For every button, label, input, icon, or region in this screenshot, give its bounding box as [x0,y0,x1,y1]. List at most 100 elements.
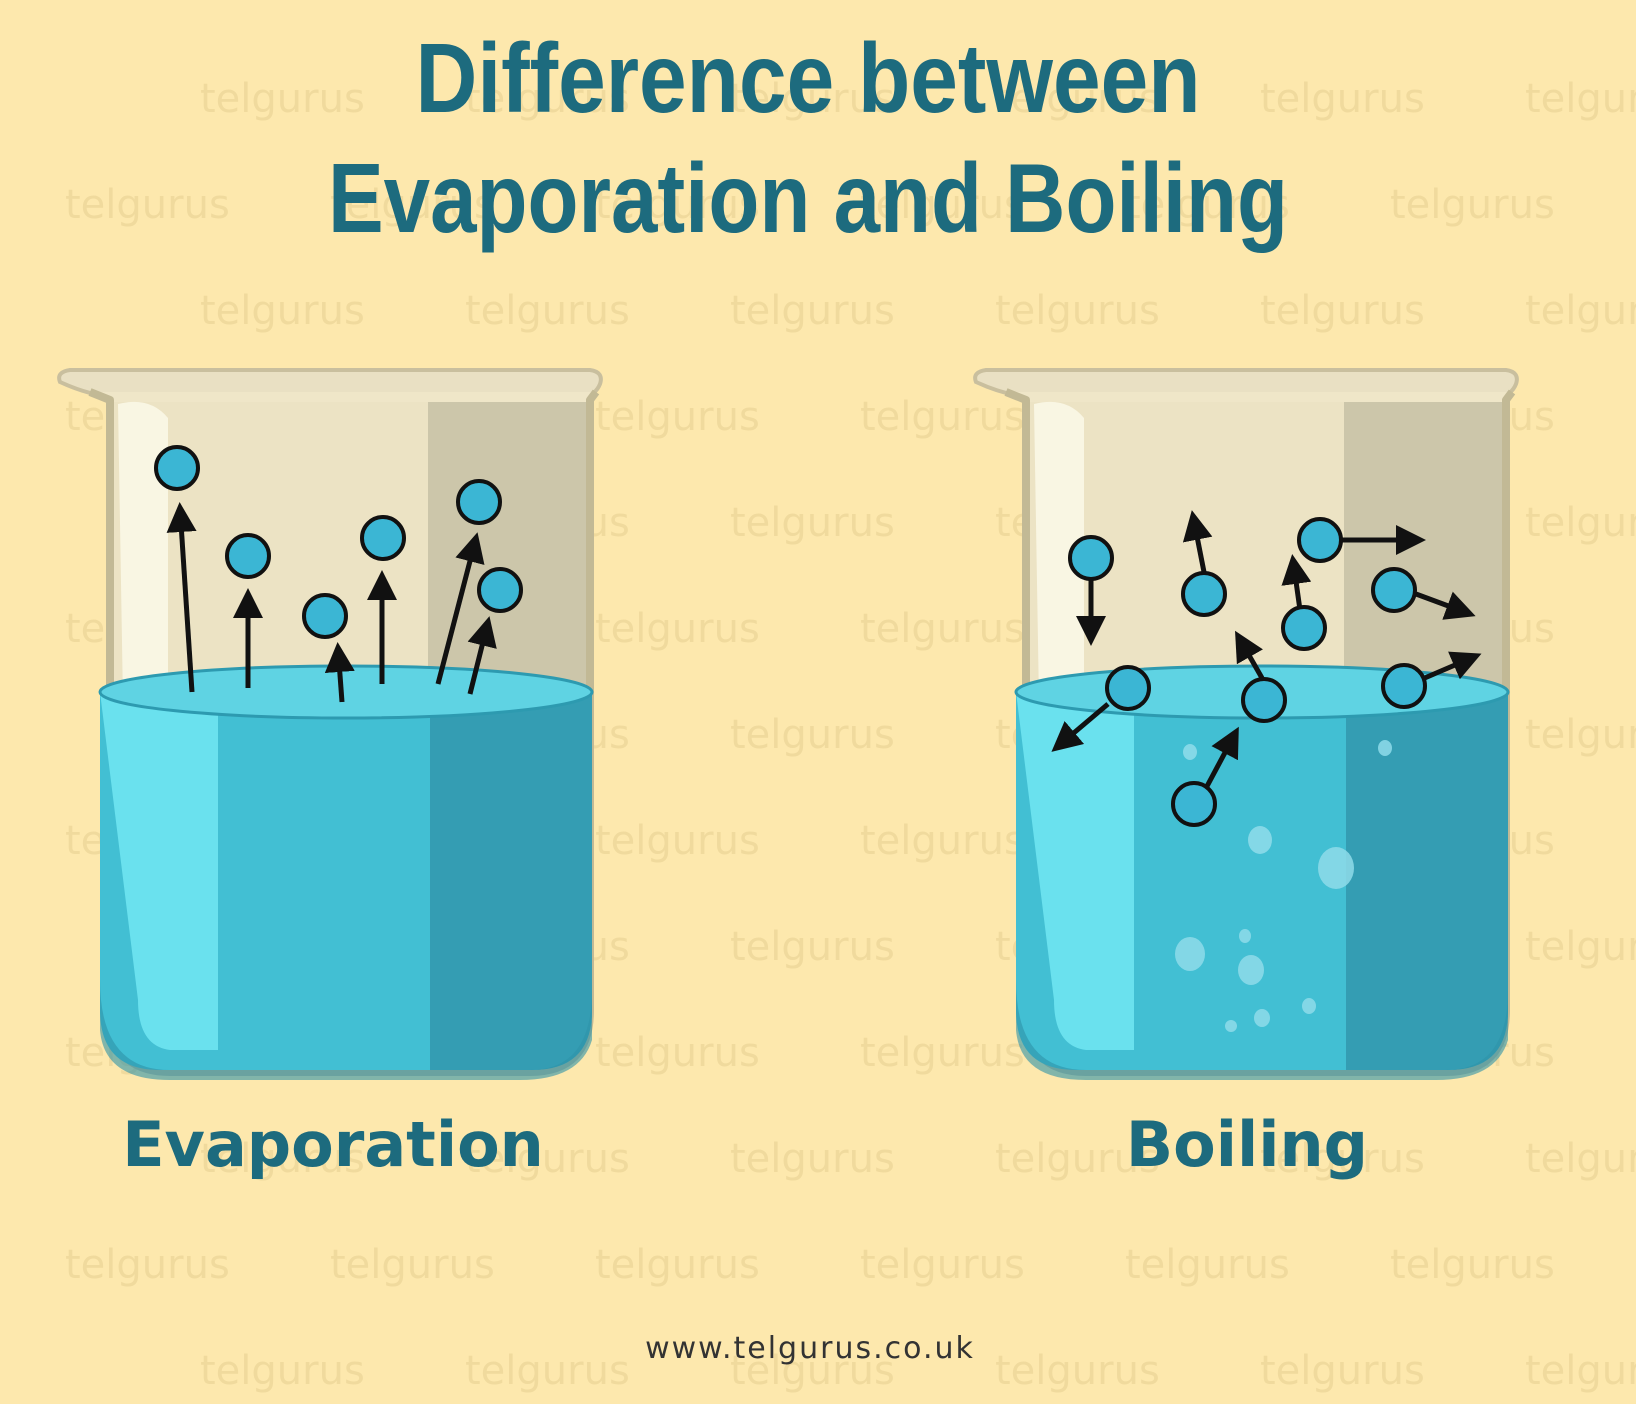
watermark-text: telgurus [1525,1348,1636,1394]
evap-particle-6 [477,567,523,613]
watermark-text: telgurus [860,1242,1025,1288]
boil-arrow-6 [1235,630,1265,680]
watermark-text: telgurus [995,76,1160,122]
evap-arrow-5 [435,532,485,685]
boiling-label: Boiling [1126,1108,1368,1181]
watermark-text: telgurus [1525,76,1636,122]
watermark-text: telgurus [860,182,1025,228]
watermark-text: telgurus [200,1136,365,1182]
evaporation-beaker [59,370,601,1080]
boiling-beaker [975,370,1517,1080]
evaporation-water-surface [98,664,594,720]
watermark-text: telgurus [730,76,895,122]
boil-particle-9 [1171,781,1217,827]
watermark-text: telgurus [860,818,1025,864]
watermark-text: telgurus [200,1348,365,1394]
watermark-text: telgurus [995,1136,1160,1182]
watermark-text: telgurus [330,1242,495,1288]
watermark-text: telgurus [330,182,495,228]
watermark-text: telgurus [730,500,895,546]
watermark-text: telgurus [1525,1136,1636,1182]
watermark-text: telgurus [995,1348,1160,1394]
title-line-1: Difference between [416,23,1201,133]
watermark-text: telgurus [465,1348,630,1394]
boil-arrow-7 [1051,702,1110,752]
boiling-bubbles [1175,740,1392,1032]
bubble [1238,955,1264,985]
watermark-text: telgurus [860,1030,1025,1076]
watermark-text: telgurus [200,288,365,334]
evap-particle-5 [456,479,502,525]
evap-particle-4 [360,515,406,561]
bubble [1239,929,1251,943]
evaporation-particles [154,445,523,639]
bubble [1183,744,1197,760]
watermark-text: telgurus [995,288,1160,334]
watermark-text: telgurus [860,606,1025,652]
boiling-particles [1068,517,1427,827]
watermark-text: telgurus [65,1242,230,1288]
evap-particle-3 [302,593,348,639]
bubble [1248,826,1272,854]
boil-particle-4 [1371,567,1417,613]
bubble [1302,998,1316,1014]
watermark-text: telgurus [1125,182,1290,228]
boil-particle-1 [1068,535,1114,581]
watermark-text: telgurus [595,1030,760,1076]
watermark-text: telgurus [595,1242,760,1288]
bubble [1254,1009,1270,1027]
watermark-text: telgurus [465,288,630,334]
boil-arrow-4 [1415,591,1476,620]
bubble [1225,1020,1237,1032]
bubble [1318,847,1354,889]
watermark-text: telgurus [1525,924,1636,970]
boil-arrow-9 [1202,726,1239,792]
evap-arrow-3 [324,642,355,703]
watermark-text: telgurus [1260,288,1425,334]
boil-particle-8 [1381,663,1427,709]
watermark-text: telgurus [1125,1242,1290,1288]
watermark-text: telgurus [730,1136,895,1182]
bubble [1175,937,1205,971]
boil-particle-3 [1297,517,1343,563]
watermark-text: telgurus [1260,76,1425,122]
boil-arrow-8 [1419,651,1482,683]
footer-url[interactable]: www.telgurus.co.uk [645,1331,975,1366]
bubble [1378,740,1392,756]
watermark-text: telgurus [595,394,760,440]
evap-particle-1 [154,445,200,491]
watermark-text: telgurus [1525,712,1636,758]
boil-particle-5 [1281,605,1327,651]
watermark-text: telgurus [65,182,230,228]
watermark-text: telgurus [730,924,895,970]
watermark-text: telgurus [595,818,760,864]
evaporation-label: Evaporation [122,1108,544,1181]
watermark-text: telgurus [200,76,365,122]
watermark-text: telgurus [595,606,760,652]
watermark-text: telgurus [730,1348,895,1394]
watermark-text: telgurus [1260,1136,1425,1182]
watermark-text: telgurus [1390,1242,1555,1288]
evap-arrow-6 [467,616,497,695]
watermark-text: telgurus [1525,288,1636,334]
boil-particle-6 [1105,665,1151,711]
title-line-2: Evaporation and Boiling [328,143,1288,253]
boil-arrow-2 [1182,510,1213,573]
evap-particle-2 [225,533,271,579]
watermark-text: telgurus [465,1136,630,1182]
watermark-text: telgurus [595,182,760,228]
watermark-text: telgurus [1525,500,1636,546]
boil-particle-2 [1181,571,1227,617]
watermark-text: telgurus [1260,1348,1425,1394]
boiling-arrows [1051,510,1482,792]
watermark-text: telgurus [465,76,630,122]
watermark-text: telgurus [730,712,895,758]
evaporation-arrows [166,502,497,703]
watermark-text: telgurus [1390,182,1555,228]
watermark-text: telgurus [730,288,895,334]
evap-arrow-1 [166,502,197,693]
boil-particle-7 [1241,677,1287,723]
watermark-text: telgurus [860,394,1025,440]
boil-arrow-5 [1281,554,1312,611]
